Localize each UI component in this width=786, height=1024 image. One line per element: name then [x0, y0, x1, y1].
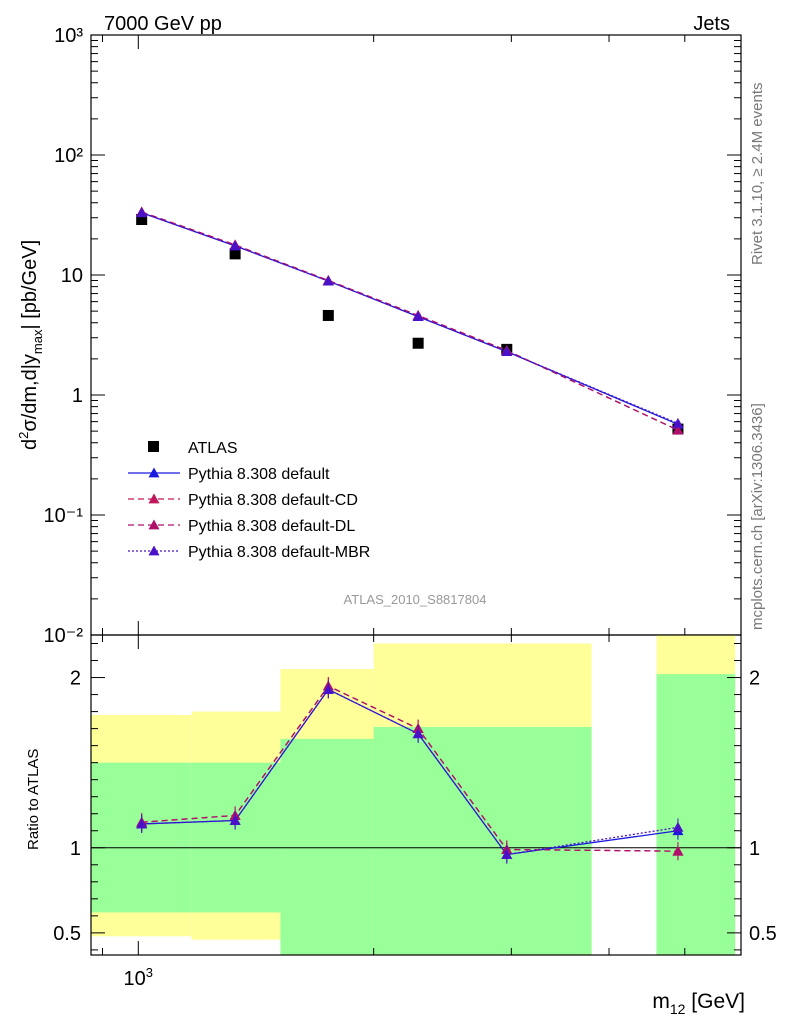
series-point — [412, 311, 424, 322]
series-point — [672, 417, 684, 428]
atlas-point — [229, 248, 241, 260]
ratio-series-point — [229, 815, 241, 825]
series-point — [322, 275, 334, 286]
ratio-panel: 103 0.5 0.5 1 1 2 2 — [53, 634, 777, 990]
legend-label: Pythia 8.308 default — [188, 466, 330, 483]
ratio-tick-label-left: 0.5 — [53, 923, 81, 945]
legend-marker — [148, 545, 160, 556]
legend-label: Pythia 8.308 default-CD — [188, 492, 358, 509]
y-tick-label: 10⁻¹ — [44, 505, 84, 527]
ratio-series-point — [136, 818, 148, 829]
ratio-frame — [90, 634, 742, 956]
ratio-series-point — [672, 821, 684, 832]
ratio-series-line — [141, 688, 679, 856]
x-axis-label: m12 [GeV] — [652, 990, 745, 1017]
main-y-axis-label: d2σ/dm,d|ymax| [pb/GeV] — [16, 240, 45, 450]
main-panel: 10⁻² 10⁻¹ 1 10 10² 10³ — [44, 25, 742, 649]
ratio-band-inner — [656, 674, 736, 955]
y-tick-label: 10⁻² — [44, 625, 84, 647]
series-point — [136, 207, 148, 218]
legend-label: Pythia 8.308 default-DL — [188, 518, 355, 535]
ratio-series-point — [672, 845, 684, 856]
legend-marker — [148, 493, 160, 504]
ratio-tick-label-right: 0.5 — [749, 923, 777, 945]
ratio-tick-label-left: 2 — [70, 668, 81, 690]
y-tick-label: 10³ — [54, 25, 83, 47]
legend-atlas-marker — [148, 441, 159, 452]
mcplots-label: mcplots.cern.ch [arXiv:1306.3436] — [749, 403, 766, 630]
ratio-band-inner — [373, 726, 592, 955]
legend-label: ATLAS — [188, 440, 238, 457]
header-left: 7000 GeV pp — [104, 13, 222, 35]
legend: ATLAS Pythia 8.308 default Pythia 8.308 de… — [128, 440, 370, 561]
series-line — [141, 212, 679, 424]
ratio-tick-label-left: 1 — [70, 838, 81, 860]
ratio-tick-label-right: 1 — [749, 838, 760, 860]
ratio-series-point — [501, 849, 513, 859]
rivet-label: Rivet 3.1.10, ≥ 2.4M events — [749, 83, 766, 266]
atlas-point — [136, 214, 148, 226]
ratio-y-axis-label: Ratio to ATLAS — [25, 749, 42, 850]
y-tick-label: 1 — [72, 385, 83, 407]
series-point — [672, 424, 684, 435]
header-right: Jets — [693, 13, 730, 35]
ratio-band-inner — [91, 762, 192, 913]
ratio-series-point — [412, 728, 424, 739]
legend-marker — [148, 519, 160, 530]
y-tick-label: 10 — [61, 265, 83, 287]
legend-marker — [148, 467, 160, 478]
series-line — [141, 211, 679, 431]
atlas-point — [412, 337, 424, 349]
ratio-tick-label-right: 2 — [749, 668, 760, 690]
series-point — [229, 240, 241, 251]
watermark: ATLAS_2010_S8817804 — [344, 592, 487, 607]
series-point — [501, 346, 513, 356]
ratio-series-point — [322, 683, 334, 694]
legend-label: Pythia 8.308 default-MBR — [188, 544, 370, 561]
ratio-band-inner — [191, 762, 281, 913]
ratio-band-inner — [280, 738, 374, 955]
x-tick-label: 103 — [124, 965, 153, 990]
y-tick-label: 10² — [54, 145, 83, 167]
atlas-point — [322, 309, 334, 321]
series-line — [141, 211, 679, 431]
